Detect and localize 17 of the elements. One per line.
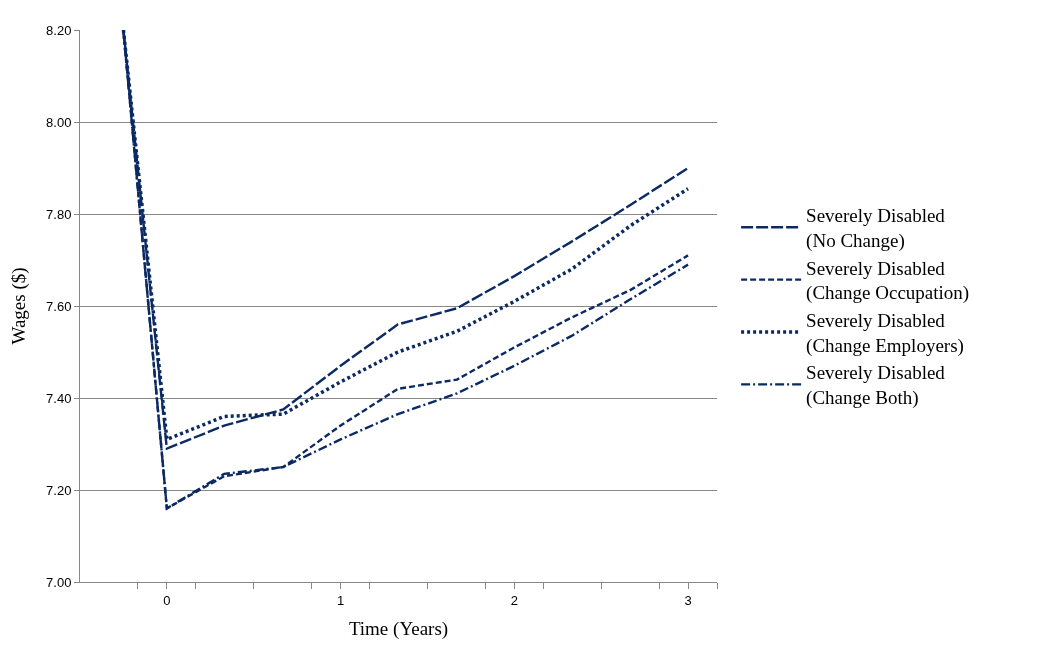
x-tick-label: 1 — [336, 592, 345, 608]
y-tick-label: 7.00 — [46, 574, 72, 590]
y-tick-label: 7.60 — [46, 298, 72, 314]
legend-label: Severely Disabled (Change Occupation) — [806, 257, 970, 305]
legend-label: Severely Disabled (Change Both) — [806, 362, 946, 410]
y-tick-label: 7.40 — [46, 390, 72, 406]
y-tick-label: 7.20 — [46, 482, 72, 498]
x-tick-label: 3 — [684, 592, 692, 608]
legend-label: Severely Disabled (No Change) — [806, 205, 946, 252]
legend-label: Severely Disabled (Change Employers) — [806, 310, 964, 357]
y-tick-label: 7.80 — [46, 206, 72, 222]
y-tick-label: 8.20 — [46, 22, 72, 38]
x-tick-label: 2 — [510, 592, 518, 608]
y-tick-label: 8.00 — [46, 114, 72, 130]
y-axis-title: Wages ($) — [7, 267, 30, 345]
x-tick-label: 0 — [163, 592, 171, 608]
x-axis-title: Time (Years) — [348, 618, 449, 641]
